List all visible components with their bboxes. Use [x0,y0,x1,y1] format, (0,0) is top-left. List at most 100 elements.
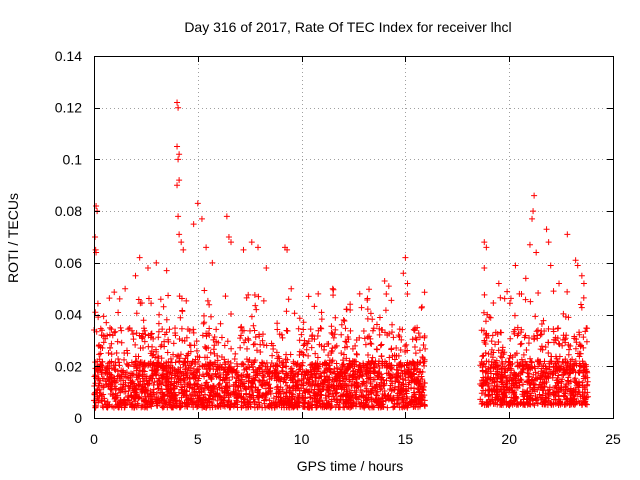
data-point [155,385,162,392]
data-point [250,369,257,376]
data-point [532,365,539,372]
data-point [108,374,115,381]
data-point [166,395,173,402]
data-point [312,361,319,368]
data-point-peak [483,244,490,251]
data-point [381,392,388,399]
data-point [92,404,99,411]
data-point [121,404,128,411]
data-point [353,395,360,402]
data-point [150,351,157,358]
data-point [200,320,207,327]
data-point [143,377,150,384]
data-point [332,344,339,351]
data-point [112,328,119,335]
data-point [203,333,210,340]
data-point [525,373,532,380]
data-point [501,363,508,370]
data-point [331,370,338,377]
data-point [274,362,281,369]
data-point-peak [288,285,295,292]
data-point [100,391,107,398]
data-point-peak [580,280,587,287]
data-point [192,374,199,381]
data-point-peak [530,208,537,215]
data-point [499,379,506,386]
data-point [135,381,142,388]
data-point [328,323,335,330]
x-tick-label: 5 [194,431,202,447]
data-point [490,300,497,307]
data-point [98,398,105,405]
data-point [125,397,132,404]
data-point [102,366,109,373]
data-point [410,326,417,333]
data-point [106,331,113,338]
data-point [107,381,114,388]
data-point [319,404,326,411]
data-point [560,310,567,317]
data-point [514,324,521,331]
data-point [390,396,397,403]
data-point [312,350,319,357]
data-point [489,377,496,384]
data-point [283,327,290,334]
data-point [541,400,548,407]
data-point-peak [531,192,538,199]
data-point [364,397,371,404]
data-point [215,373,222,380]
data-point [259,337,266,344]
data-point [562,368,569,375]
data-point-peak [93,202,100,209]
data-point [328,381,335,388]
data-point [518,356,525,363]
data-point [248,313,255,320]
data-point [550,364,557,371]
data-point [258,381,265,388]
data-point [164,349,171,356]
data-point [531,382,538,389]
data-point [208,373,215,380]
data-point [341,344,348,351]
data-point [558,380,565,387]
data-point [138,300,145,307]
data-point-peak [545,239,552,246]
data-point [355,366,362,373]
data-point [256,377,263,384]
data-point [115,309,122,316]
data-point [140,325,147,332]
data-point-peak [144,265,151,272]
data-point [379,358,386,365]
data-point [245,377,252,384]
data-point [325,340,332,347]
data-point [189,371,196,378]
data-point [293,382,300,389]
data-point [155,355,162,362]
data-point [406,379,413,386]
data-point [327,368,334,375]
data-point [540,317,547,324]
data-point [305,293,312,300]
data-point-peak [203,244,210,251]
data-point [420,383,427,390]
data-point [545,389,552,396]
data-point [170,382,177,389]
data-point [114,368,121,375]
data-point-peak [228,239,235,246]
data-point [486,314,493,321]
data-point [94,300,101,307]
data-point [249,388,256,395]
data-point [506,355,513,362]
data-point [181,338,188,345]
data-point [233,375,240,382]
data-point [400,386,407,393]
data-point [166,326,173,333]
data-point [542,343,549,350]
data-point [345,336,352,343]
data-point [136,332,143,339]
data-point [220,402,227,409]
data-point [404,347,411,354]
data-point [128,370,135,377]
data-point [250,366,257,373]
data-point [96,380,103,387]
